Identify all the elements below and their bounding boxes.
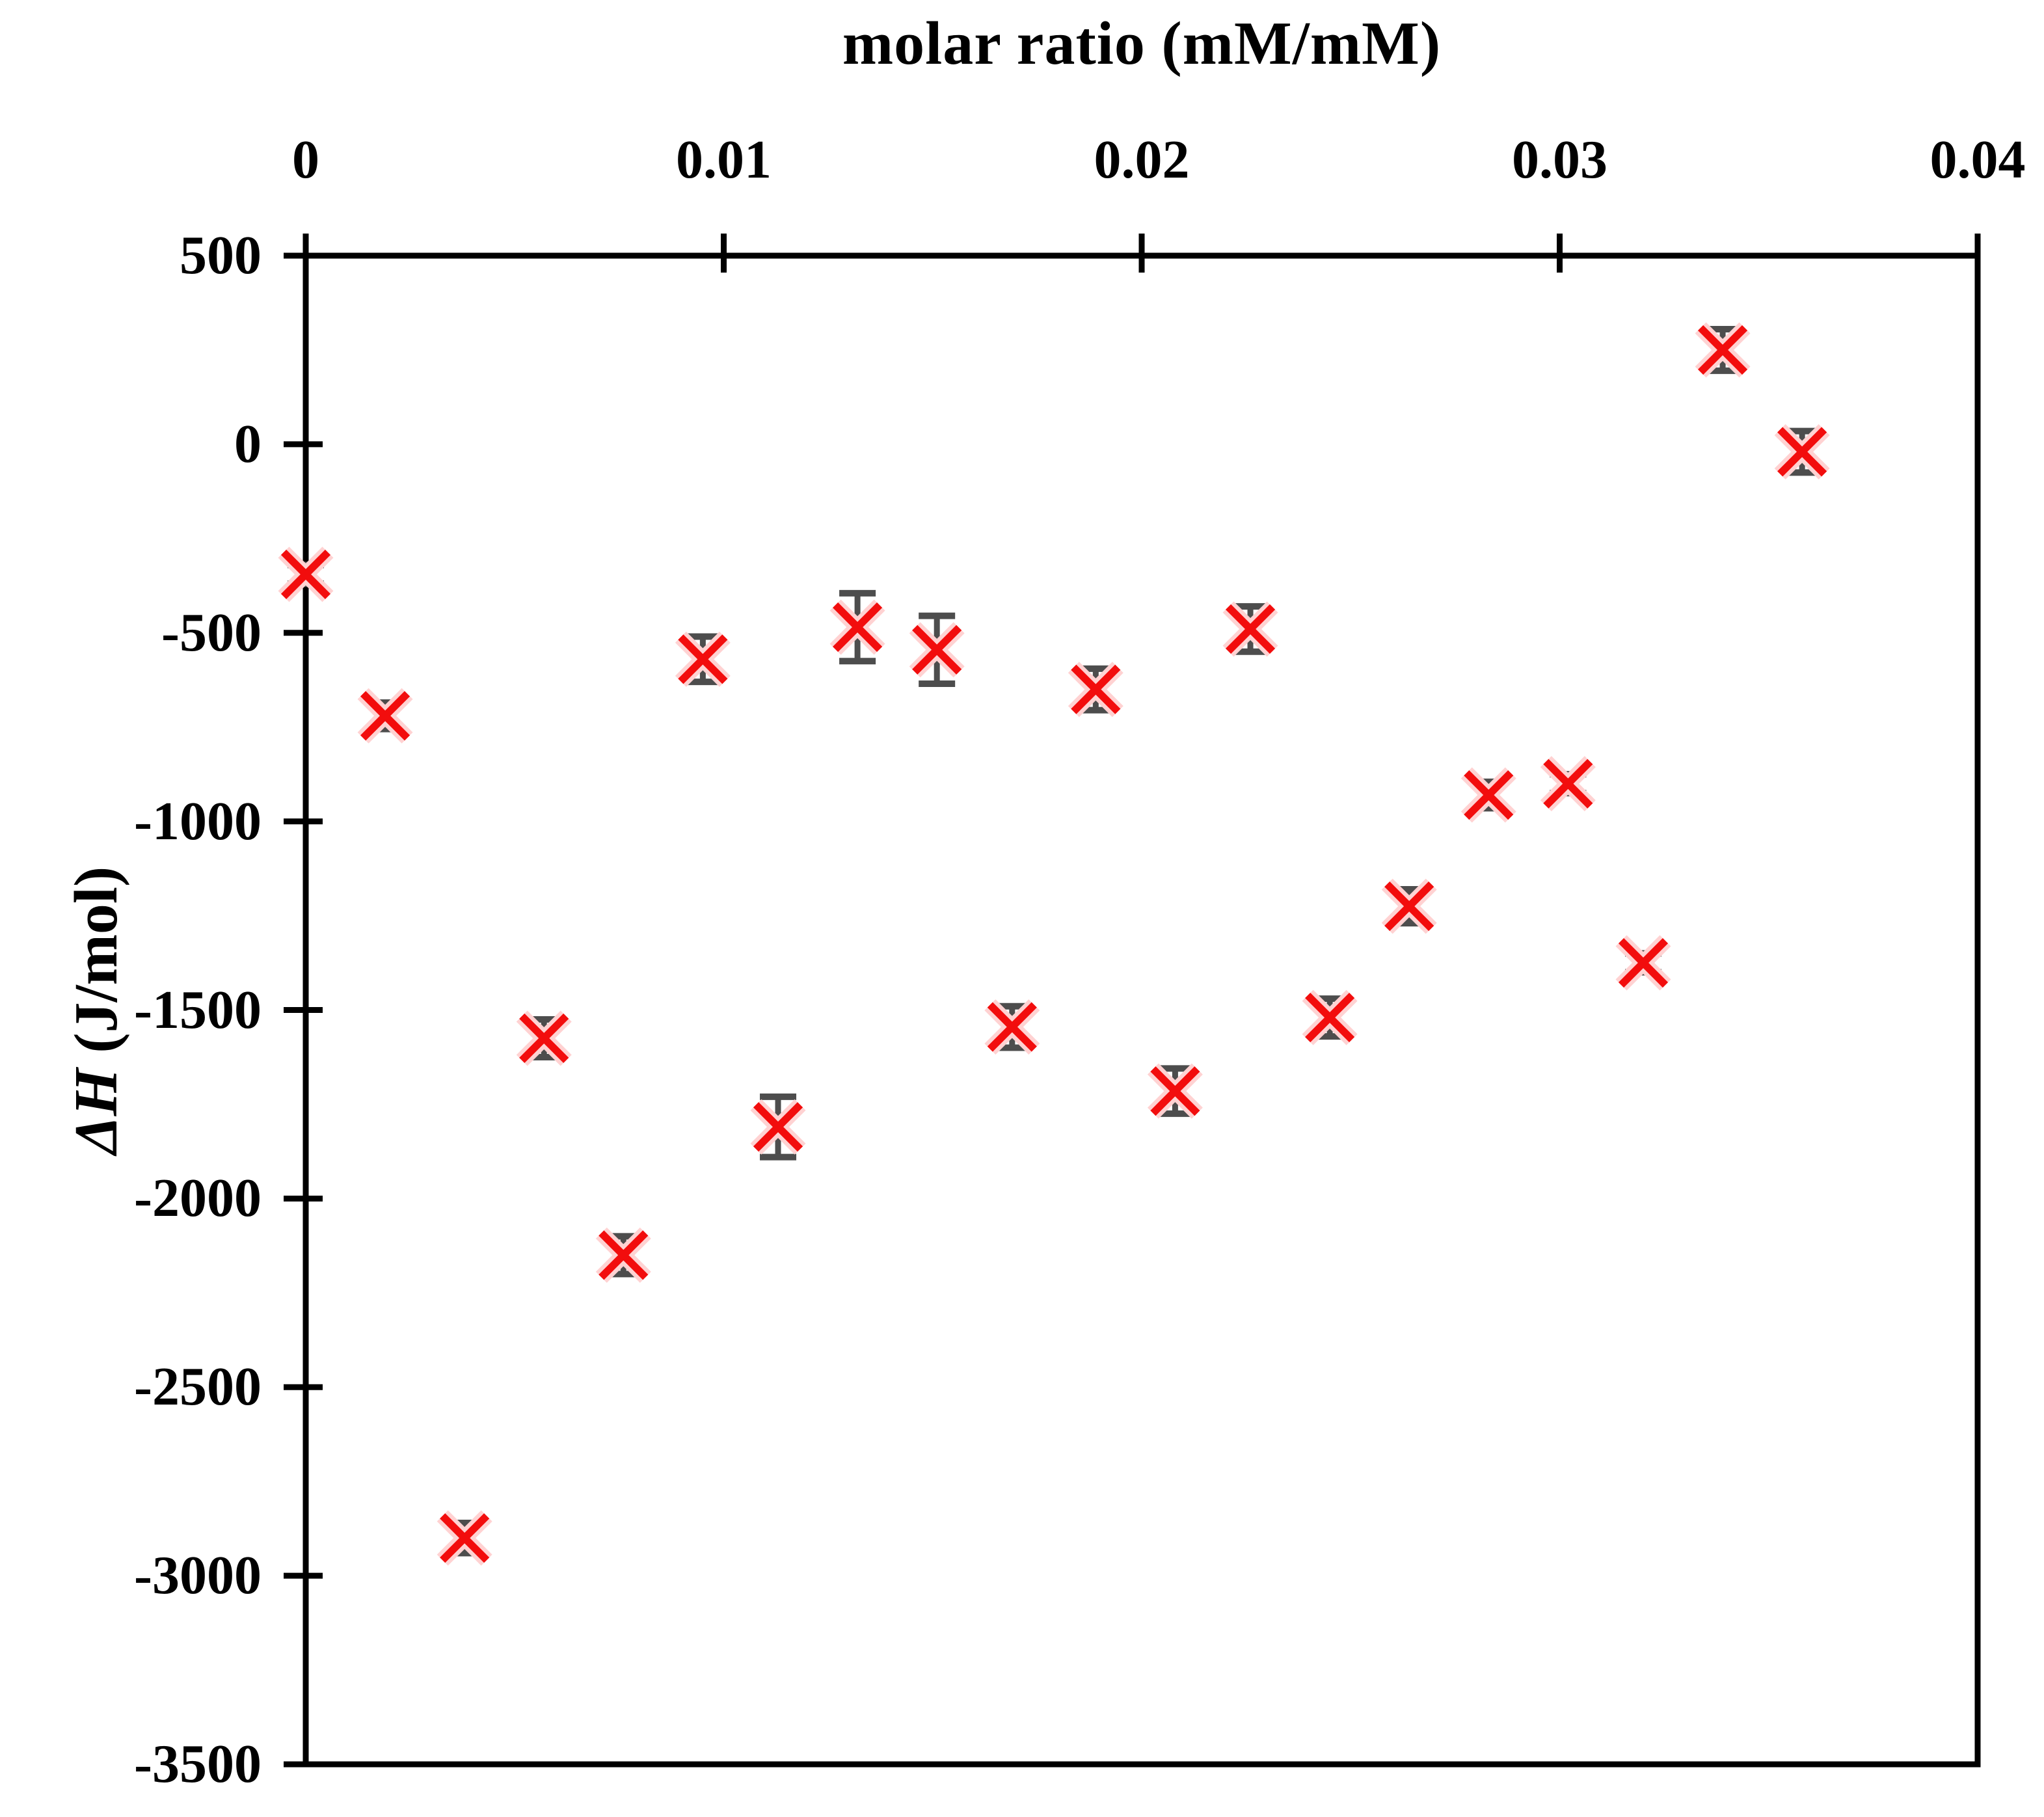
data-point-x-marker bbox=[678, 634, 728, 684]
data-point-x-marker bbox=[598, 1230, 649, 1280]
data-point-x-marker bbox=[519, 1013, 569, 1064]
x-axis-title: molar ratio (mM/mM) bbox=[842, 10, 1442, 77]
x-tick-label-0.01: 0.01 bbox=[676, 129, 772, 190]
y-tick-label--1000: -1000 bbox=[134, 790, 262, 852]
data-point-x-marker bbox=[440, 1513, 490, 1563]
data-point-x-marker bbox=[987, 1002, 1037, 1052]
data-point-x-marker bbox=[1618, 937, 1669, 988]
data-point-x-marker bbox=[1225, 604, 1276, 654]
x-tick-label-0.02: 0.02 bbox=[1094, 129, 1190, 190]
x-tick-label-0: 0 bbox=[292, 129, 319, 190]
data-point-x-marker bbox=[1698, 325, 1748, 375]
data-point-x-marker bbox=[912, 625, 962, 675]
data-point-x-marker bbox=[1777, 427, 1827, 477]
y-axis-title-symbol: ΔH bbox=[62, 1068, 130, 1155]
x-tick-label-0.04: 0.04 bbox=[1930, 129, 2026, 190]
x-tick-label-0.03: 0.03 bbox=[1512, 129, 1607, 190]
y-tick-label--1500: -1500 bbox=[134, 979, 262, 1040]
y-tick-label-0: 0 bbox=[234, 413, 262, 474]
data-point-x-marker bbox=[280, 549, 331, 599]
data-point-x-marker bbox=[1384, 882, 1434, 932]
data-point-x-marker bbox=[1150, 1066, 1200, 1116]
y-tick-label--3500: -3500 bbox=[134, 1734, 262, 1794]
data-point-x-marker bbox=[360, 691, 410, 741]
data-point-x-marker bbox=[1543, 759, 1593, 809]
y-tick-label--500: -500 bbox=[161, 602, 262, 663]
plot-frame bbox=[303, 252, 1981, 1768]
y-tick-label--2000: -2000 bbox=[134, 1168, 262, 1229]
data-point-x-marker bbox=[1071, 664, 1121, 714]
y-tick-label--3000: -3000 bbox=[134, 1545, 262, 1606]
data-point-x-marker bbox=[1464, 770, 1514, 820]
data-point-x-marker bbox=[1305, 993, 1355, 1043]
y-tick-label--2500: -2500 bbox=[134, 1356, 262, 1418]
data-point-x-marker bbox=[833, 602, 883, 653]
data-point-x-marker bbox=[753, 1102, 803, 1152]
y-tick-label-500: 500 bbox=[180, 225, 262, 286]
